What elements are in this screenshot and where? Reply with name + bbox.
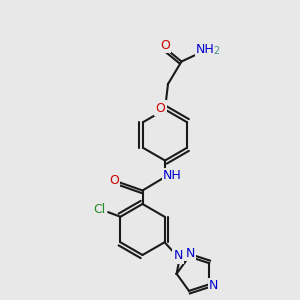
Text: 2: 2	[214, 46, 220, 56]
Text: N: N	[173, 249, 183, 262]
Text: O: O	[160, 38, 170, 52]
Text: O: O	[109, 173, 119, 187]
Text: O: O	[156, 101, 165, 115]
Text: NH: NH	[196, 43, 215, 56]
Text: N: N	[209, 279, 218, 292]
Text: Cl: Cl	[93, 203, 106, 216]
Text: NH: NH	[163, 169, 182, 182]
Text: N: N	[186, 247, 195, 260]
